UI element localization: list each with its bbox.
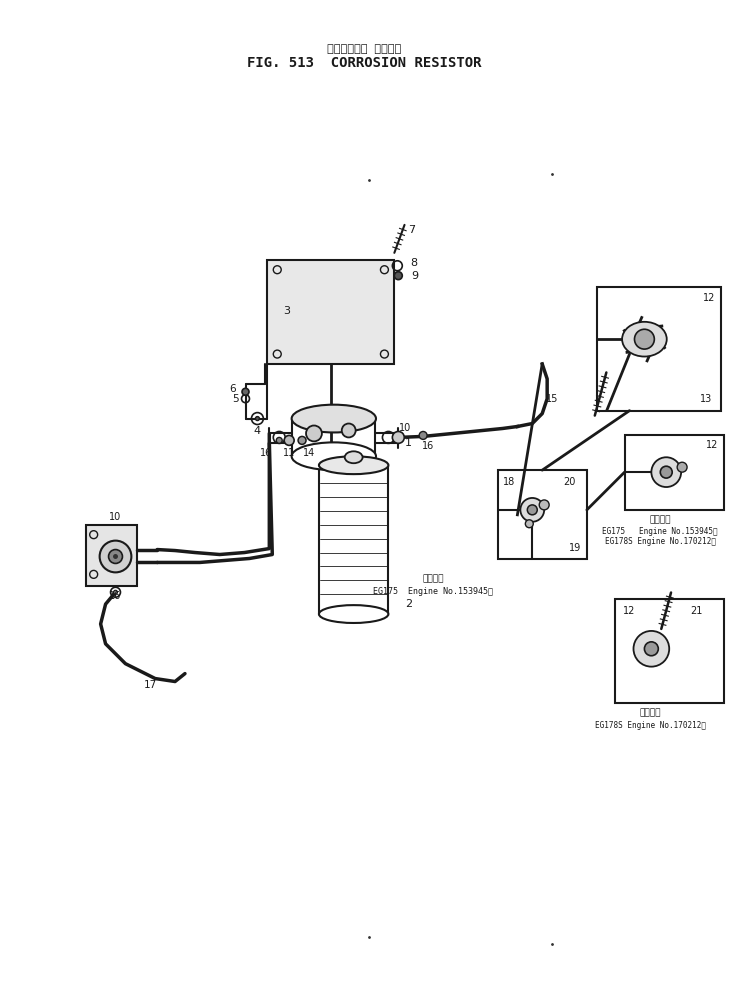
Text: 通用号码: 通用号码 xyxy=(640,709,661,718)
Circle shape xyxy=(298,436,306,444)
Circle shape xyxy=(520,498,544,522)
Ellipse shape xyxy=(292,405,376,433)
Ellipse shape xyxy=(319,456,388,474)
Ellipse shape xyxy=(622,321,667,357)
Circle shape xyxy=(539,500,549,510)
Text: 16: 16 xyxy=(422,441,434,451)
Text: 8: 8 xyxy=(410,258,418,267)
Circle shape xyxy=(652,457,681,487)
Circle shape xyxy=(276,437,282,443)
Text: 12: 12 xyxy=(623,607,636,616)
Circle shape xyxy=(635,329,655,349)
Ellipse shape xyxy=(292,442,376,470)
Circle shape xyxy=(284,435,294,445)
Text: EG175   Engine No.153945～: EG175 Engine No.153945～ xyxy=(603,527,718,536)
Text: 21: 21 xyxy=(690,607,702,616)
Text: 3: 3 xyxy=(284,307,291,317)
Text: 13: 13 xyxy=(700,394,712,404)
Ellipse shape xyxy=(319,606,388,623)
Text: 5: 5 xyxy=(232,394,239,404)
Circle shape xyxy=(306,426,322,441)
Text: EG178S Engine No.170212～: EG178S Engine No.170212～ xyxy=(605,537,716,547)
Text: 20: 20 xyxy=(563,477,575,487)
Text: 15: 15 xyxy=(546,394,559,404)
Circle shape xyxy=(113,554,118,559)
Circle shape xyxy=(633,631,669,666)
Text: 7: 7 xyxy=(408,225,415,235)
Text: 11: 11 xyxy=(283,448,295,458)
Bar xyxy=(615,600,723,704)
Bar xyxy=(268,260,394,364)
Circle shape xyxy=(108,549,122,563)
Text: 2: 2 xyxy=(405,599,412,609)
Text: 通用号码: 通用号码 xyxy=(422,575,443,584)
Ellipse shape xyxy=(345,451,363,463)
Circle shape xyxy=(394,271,402,279)
Circle shape xyxy=(527,505,537,515)
Circle shape xyxy=(660,466,672,478)
Text: 9: 9 xyxy=(412,270,419,281)
Text: 4: 4 xyxy=(254,427,261,436)
Circle shape xyxy=(255,417,259,421)
Circle shape xyxy=(114,590,117,594)
Circle shape xyxy=(419,432,427,439)
Circle shape xyxy=(242,388,249,395)
Text: 12: 12 xyxy=(703,294,715,304)
Bar xyxy=(625,435,723,510)
Circle shape xyxy=(100,541,131,572)
Bar xyxy=(597,287,721,411)
Text: 12: 12 xyxy=(706,440,718,450)
Text: 17: 17 xyxy=(144,680,157,690)
Circle shape xyxy=(644,642,658,656)
Bar xyxy=(86,525,137,586)
Text: コロージョン レジスタ: コロージョン レジスタ xyxy=(328,44,402,54)
Circle shape xyxy=(342,424,356,437)
Text: 通用号码: 通用号码 xyxy=(649,515,671,524)
Text: 1: 1 xyxy=(405,438,412,448)
Text: 16: 16 xyxy=(109,591,122,602)
Text: FIG. 513  CORROSION RESISTOR: FIG. 513 CORROSION RESISTOR xyxy=(247,56,482,71)
Circle shape xyxy=(677,462,687,472)
Text: 19: 19 xyxy=(569,543,581,552)
Text: 6: 6 xyxy=(229,383,236,394)
Text: 16: 16 xyxy=(260,448,273,458)
Text: 10: 10 xyxy=(399,424,411,434)
Text: 14: 14 xyxy=(303,448,315,458)
Text: 10: 10 xyxy=(109,512,122,522)
Bar xyxy=(498,470,587,559)
Text: 18: 18 xyxy=(504,477,515,487)
Circle shape xyxy=(392,432,405,443)
Text: EG175  Engine No.153945～: EG175 Engine No.153945～ xyxy=(373,587,493,596)
Text: EG178S Engine No.170212～: EG178S Engine No.170212～ xyxy=(595,721,706,729)
Circle shape xyxy=(526,520,534,528)
